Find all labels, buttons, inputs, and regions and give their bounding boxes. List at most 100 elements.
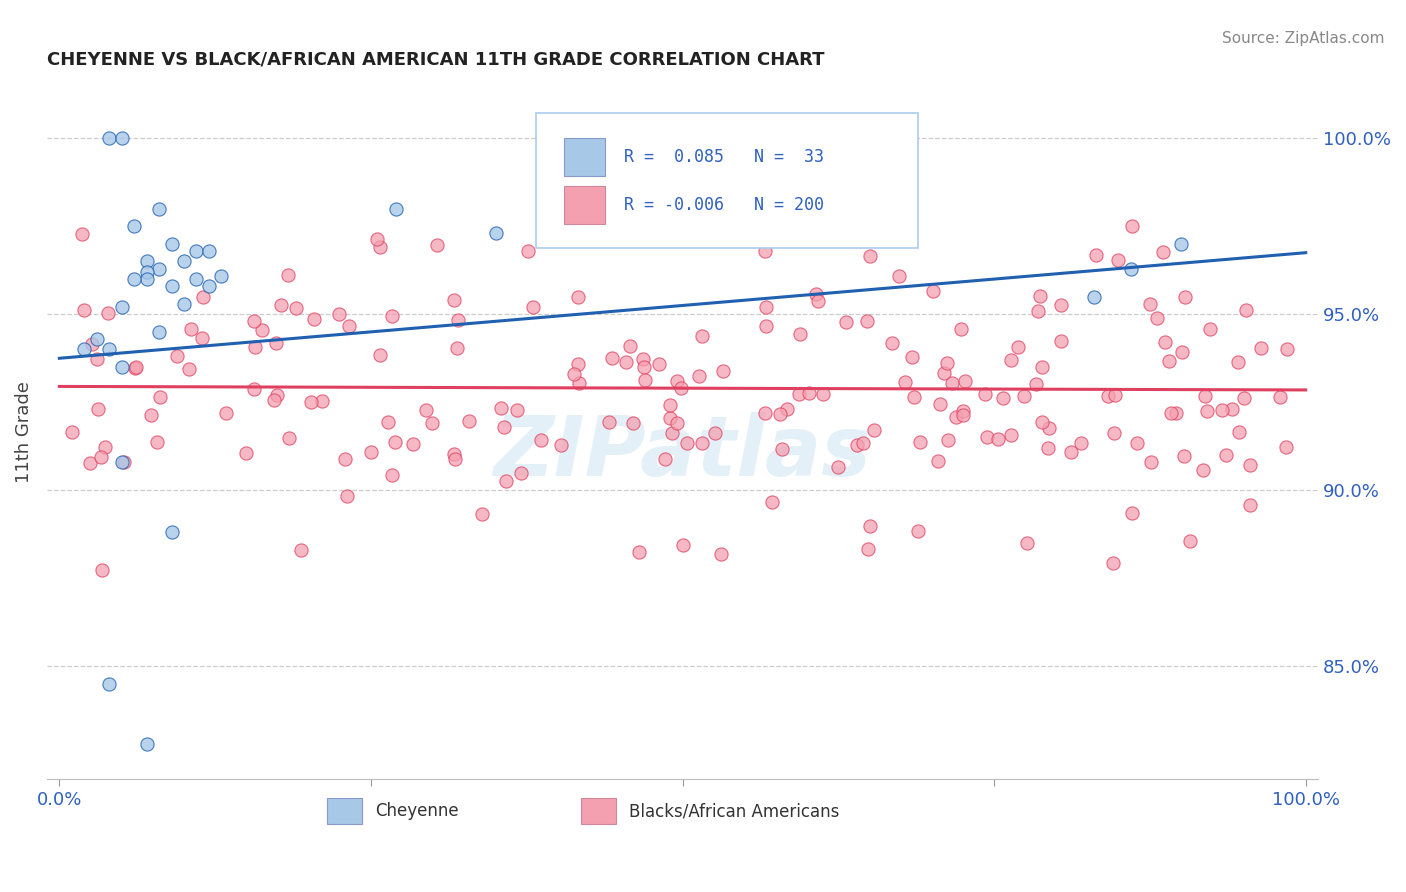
Point (91, 563, 114, 577)
Point (299, 394, 322, 409)
Point (86, 332, 108, 346)
Point (1192, 463, 1215, 477)
Point (955, 374, 977, 388)
Point (1000, 353, 1022, 368)
Point (755, 318, 778, 333)
Point (160, 279, 183, 293)
Point (922, 285, 945, 299)
Point (1152, 245, 1174, 260)
Point (1239, 498, 1261, 512)
Point (173, 254, 195, 268)
Point (86, 352, 108, 367)
Point (882, 335, 904, 350)
Point (290, 543, 312, 558)
Point (1239, 458, 1261, 472)
Point (903, 390, 925, 404)
Point (768, 407, 790, 421)
Point (415, 402, 437, 417)
Y-axis label: 11th Grade: 11th Grade (15, 381, 32, 483)
Point (1173, 449, 1195, 463)
Point (858, 541, 880, 556)
Point (377, 415, 399, 429)
Point (1025, 376, 1047, 391)
Point (1050, 298, 1073, 312)
Point (835, 315, 858, 329)
Point (665, 416, 688, 430)
Point (1121, 261, 1143, 276)
Point (148, 202, 170, 216)
Point (1220, 402, 1243, 417)
Point (1038, 442, 1060, 456)
Point (1211, 403, 1233, 417)
Point (987, 432, 1010, 446)
Point (619, 339, 641, 353)
Point (1000, 428, 1022, 442)
Point (550, 438, 572, 452)
Point (111, 360, 134, 375)
Point (658, 398, 681, 412)
Point (1157, 354, 1180, 368)
Point (952, 408, 974, 422)
Point (266, 388, 288, 402)
Text: Source: ZipAtlas.com: Source: ZipAtlas.com (1222, 31, 1385, 46)
Point (1102, 425, 1125, 440)
FancyBboxPatch shape (564, 137, 605, 176)
Point (447, 312, 470, 326)
Point (285, 301, 308, 315)
Point (755, 300, 778, 314)
Point (111, 455, 134, 469)
Point (177, 362, 200, 376)
Point (634, 373, 657, 387)
Point (112, 454, 135, 468)
Point (1194, 389, 1216, 403)
Point (1275, 440, 1298, 454)
Point (1174, 290, 1197, 304)
Point (278, 431, 301, 445)
Point (98, 343, 121, 357)
Point (111, 300, 134, 314)
Point (1234, 303, 1257, 318)
Point (420, 416, 443, 430)
Point (1015, 536, 1038, 550)
Point (198, 244, 221, 258)
Point (124, 361, 146, 376)
Point (1121, 219, 1143, 234)
Point (1031, 415, 1053, 429)
Point (936, 434, 959, 448)
Point (789, 326, 811, 341)
Point (148, 261, 170, 276)
Point (761, 495, 783, 509)
Point (859, 519, 882, 533)
Point (851, 436, 873, 450)
Point (443, 293, 465, 308)
Point (976, 429, 998, 443)
Point (600, 351, 623, 365)
Point (1038, 420, 1060, 434)
Point (491, 401, 513, 415)
Point (304, 312, 326, 326)
Point (658, 410, 681, 425)
Point (1215, 448, 1237, 462)
Point (806, 287, 828, 301)
Point (360, 445, 382, 459)
Point (1007, 340, 1029, 354)
Point (73, 302, 96, 317)
Point (703, 425, 725, 440)
Point (492, 419, 515, 434)
Point (252, 323, 274, 337)
Point (1026, 303, 1049, 318)
Point (1126, 435, 1149, 450)
Point (186, 244, 208, 258)
Point (495, 474, 517, 488)
Point (1197, 404, 1219, 418)
Point (509, 466, 531, 480)
Point (1050, 334, 1073, 349)
Point (70, 227, 93, 241)
Point (568, 376, 591, 391)
Point (209, 268, 232, 283)
Point (311, 394, 333, 409)
Point (263, 392, 285, 407)
Point (328, 307, 350, 321)
Point (1277, 342, 1299, 356)
Point (934, 367, 956, 381)
